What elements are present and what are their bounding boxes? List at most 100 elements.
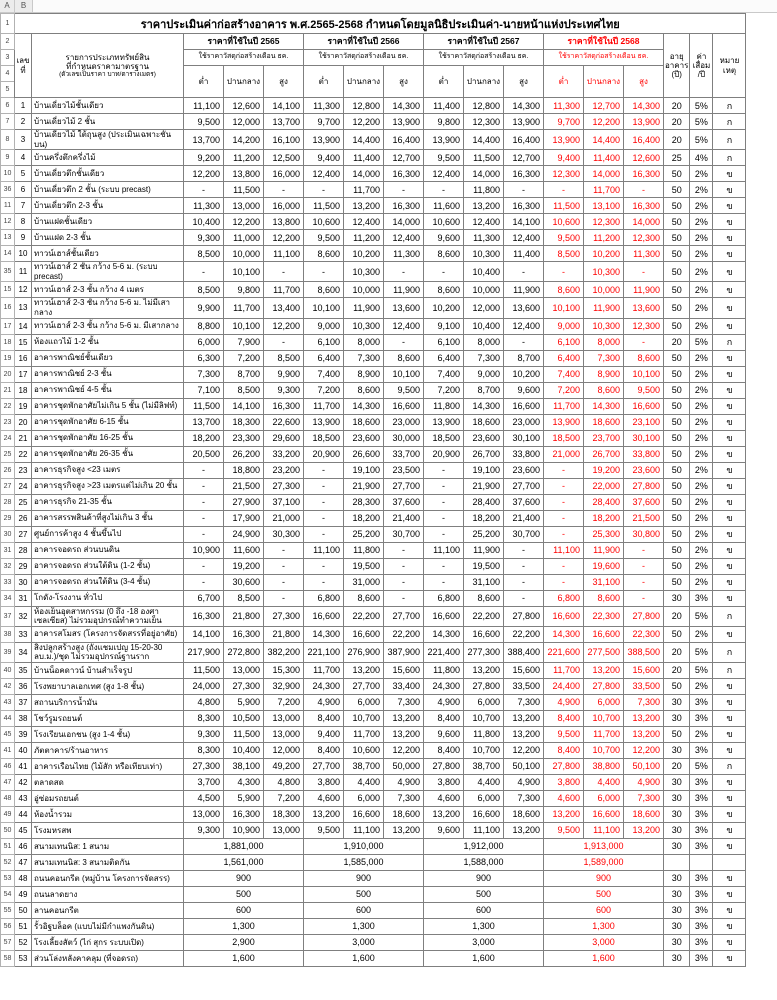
price-cell[interactable]: 8,600 [543, 281, 584, 299]
price-cell[interactable]: 11,500 [183, 661, 224, 679]
price-cell[interactable]: 26,700 [463, 445, 504, 463]
depreciation-cell[interactable]: 3% [689, 885, 714, 903]
price-cell[interactable]: 6,700 [183, 589, 224, 607]
price-cell[interactable]: 10,700 [463, 741, 504, 759]
depreciation-cell[interactable]: 5% [689, 128, 714, 151]
price-cell[interactable]: 11,100 [423, 541, 464, 559]
item-number-cell[interactable]: 48 [14, 869, 32, 887]
row-id-cell[interactable]: 35 [0, 261, 15, 283]
description-cell[interactable]: บ้านแฝดชั้นเดียว [31, 213, 184, 231]
item-number-cell[interactable]: 20 [14, 413, 32, 431]
price-cell[interactable]: 16,600 [303, 605, 344, 627]
price-cell[interactable]: - [183, 493, 224, 511]
note-cell[interactable]: ก [712, 605, 747, 627]
price-cell[interactable]: 10,700 [463, 709, 504, 727]
price-cell[interactable]: - [383, 557, 424, 575]
price-cell[interactable]: 500 [423, 885, 544, 903]
price-cell[interactable]: 12,400 [503, 317, 544, 335]
price-cell[interactable]: 3,000 [543, 933, 664, 951]
price-cell[interactable]: 14,300 [503, 97, 544, 114]
price-cell[interactable]: 12,500 [263, 149, 304, 167]
row-id-cell[interactable]: 54 [0, 885, 15, 903]
price-cell[interactable]: 7,300 [583, 349, 624, 367]
age-cell[interactable]: 50 [662, 557, 691, 575]
price-cell[interactable]: - [303, 493, 344, 511]
price-cell[interactable]: 26,700 [583, 445, 624, 463]
age-cell[interactable]: 30 [662, 589, 691, 607]
note-cell[interactable]: ข [712, 197, 747, 215]
price-cell[interactable]: 1,600 [183, 949, 304, 967]
depreciation-cell[interactable]: 5% [689, 661, 714, 679]
price-cell[interactable]: 15,600 [503, 661, 544, 679]
price-cell[interactable]: 6,000 [583, 693, 624, 711]
price-cell[interactable]: 10,100 [223, 317, 264, 335]
description-cell[interactable]: ทาวน์เฮาส์ 2-3 ชั้น กว้าง 5-6 ม. ไม่มีเส… [31, 297, 184, 319]
description-cell[interactable]: บ้านเดี่ยวตึกชั้นเดียว [31, 165, 184, 183]
price-cell[interactable]: 14,300 [583, 397, 624, 415]
price-cell[interactable]: 7,200 [303, 381, 344, 399]
price-cell[interactable]: 276,900 [343, 641, 384, 663]
price-cell[interactable]: 31,100 [583, 573, 624, 591]
price-cell[interactable]: 388,500 [623, 641, 664, 663]
price-cell[interactable]: 10,100 [383, 365, 424, 383]
price-cell[interactable]: 16,600 [503, 397, 544, 415]
column-header-b[interactable]: B [15, 0, 33, 12]
price-cell[interactable]: 16,400 [623, 128, 664, 151]
price-cell[interactable]: 11,800 [463, 725, 504, 743]
price-cell[interactable]: 14,000 [343, 165, 384, 183]
price-cell[interactable]: 221,400 [423, 641, 464, 663]
price-cell[interactable]: 10,900 [183, 541, 224, 559]
price-cell[interactable]: 9,800 [223, 281, 264, 299]
price-cell[interactable]: 14,000 [463, 165, 504, 183]
description-cell[interactable]: สิ่งปลูกสร้างสูง (ถังแชมเปญ 15-20-30 ลบ.… [31, 641, 184, 663]
description-cell[interactable]: บ้านแฝด 2-3 ชั้น [31, 229, 184, 247]
price-cell[interactable]: 31,000 [343, 573, 384, 591]
price-cell[interactable]: 8,600 [423, 245, 464, 263]
price-cell[interactable]: 9,500 [543, 229, 584, 247]
price-cell[interactable]: - [303, 261, 344, 283]
price-cell[interactable]: 10,400 [183, 213, 224, 231]
price-cell[interactable]: 11,300 [183, 197, 224, 215]
price-cell[interactable]: 13,200 [343, 197, 384, 215]
age-cell[interactable]: 30 [662, 869, 691, 887]
price-cell[interactable]: 11,600 [423, 197, 464, 215]
price-cell[interactable]: 9,100 [423, 317, 464, 335]
price-cell[interactable]: - [303, 509, 344, 527]
price-cell[interactable]: 11,000 [223, 229, 264, 247]
age-cell[interactable]: 50 [662, 229, 691, 247]
price-cell[interactable]: 13,400 [263, 297, 304, 319]
description-cell[interactable]: โรงเรียนเอกชน (สูง 1-4 ชั้น) [31, 725, 184, 743]
price-cell[interactable]: - [423, 509, 464, 527]
price-cell[interactable]: 10,200 [503, 365, 544, 383]
price-cell[interactable]: 12,700 [583, 97, 624, 114]
price-cell[interactable]: 12,300 [583, 213, 624, 231]
price-cell[interactable]: 8,600 [303, 245, 344, 263]
price-cell[interactable]: 16,600 [543, 605, 584, 627]
depreciation-cell[interactable]: 3% [689, 917, 714, 935]
price-cell[interactable]: 18,200 [183, 429, 224, 447]
price-cell[interactable]: 8,000 [463, 333, 504, 351]
price-cell[interactable]: 18,300 [223, 413, 264, 431]
age-cell[interactable]: 20 [662, 605, 691, 627]
price-cell[interactable]: 4,400 [463, 773, 504, 791]
price-cell[interactable]: 7,300 [503, 789, 544, 807]
price-cell[interactable]: 21,000 [543, 445, 584, 463]
year-header-2568[interactable]: ราคาที่ใช้ในปี 2568 [543, 33, 664, 50]
age-cell[interactable]: 50 [662, 677, 691, 695]
age-cell[interactable]: 20 [662, 641, 691, 663]
price-cell[interactable]: 11,500 [303, 197, 344, 215]
price-cell[interactable]: 4,900 [383, 773, 424, 791]
price-cell[interactable]: 11,500 [463, 149, 504, 167]
row-id-cell[interactable]: 24 [0, 429, 15, 447]
item-number-cell[interactable]: 17 [14, 365, 32, 383]
price-cell[interactable]: 13,900 [503, 113, 544, 130]
price-cell[interactable]: 50,100 [503, 757, 544, 775]
description-cell[interactable]: ห้องน้ำรวม [31, 805, 184, 823]
price-cell[interactable]: 10,100 [543, 297, 584, 319]
note-cell[interactable]: ข [712, 693, 747, 711]
price-cell[interactable]: 7,300 [383, 693, 424, 711]
price-cell[interactable]: 6,100 [543, 333, 584, 351]
price-cell[interactable]: 30,700 [383, 525, 424, 543]
price-cell[interactable]: 33,500 [503, 677, 544, 695]
price-cell[interactable]: 11,400 [343, 149, 384, 167]
